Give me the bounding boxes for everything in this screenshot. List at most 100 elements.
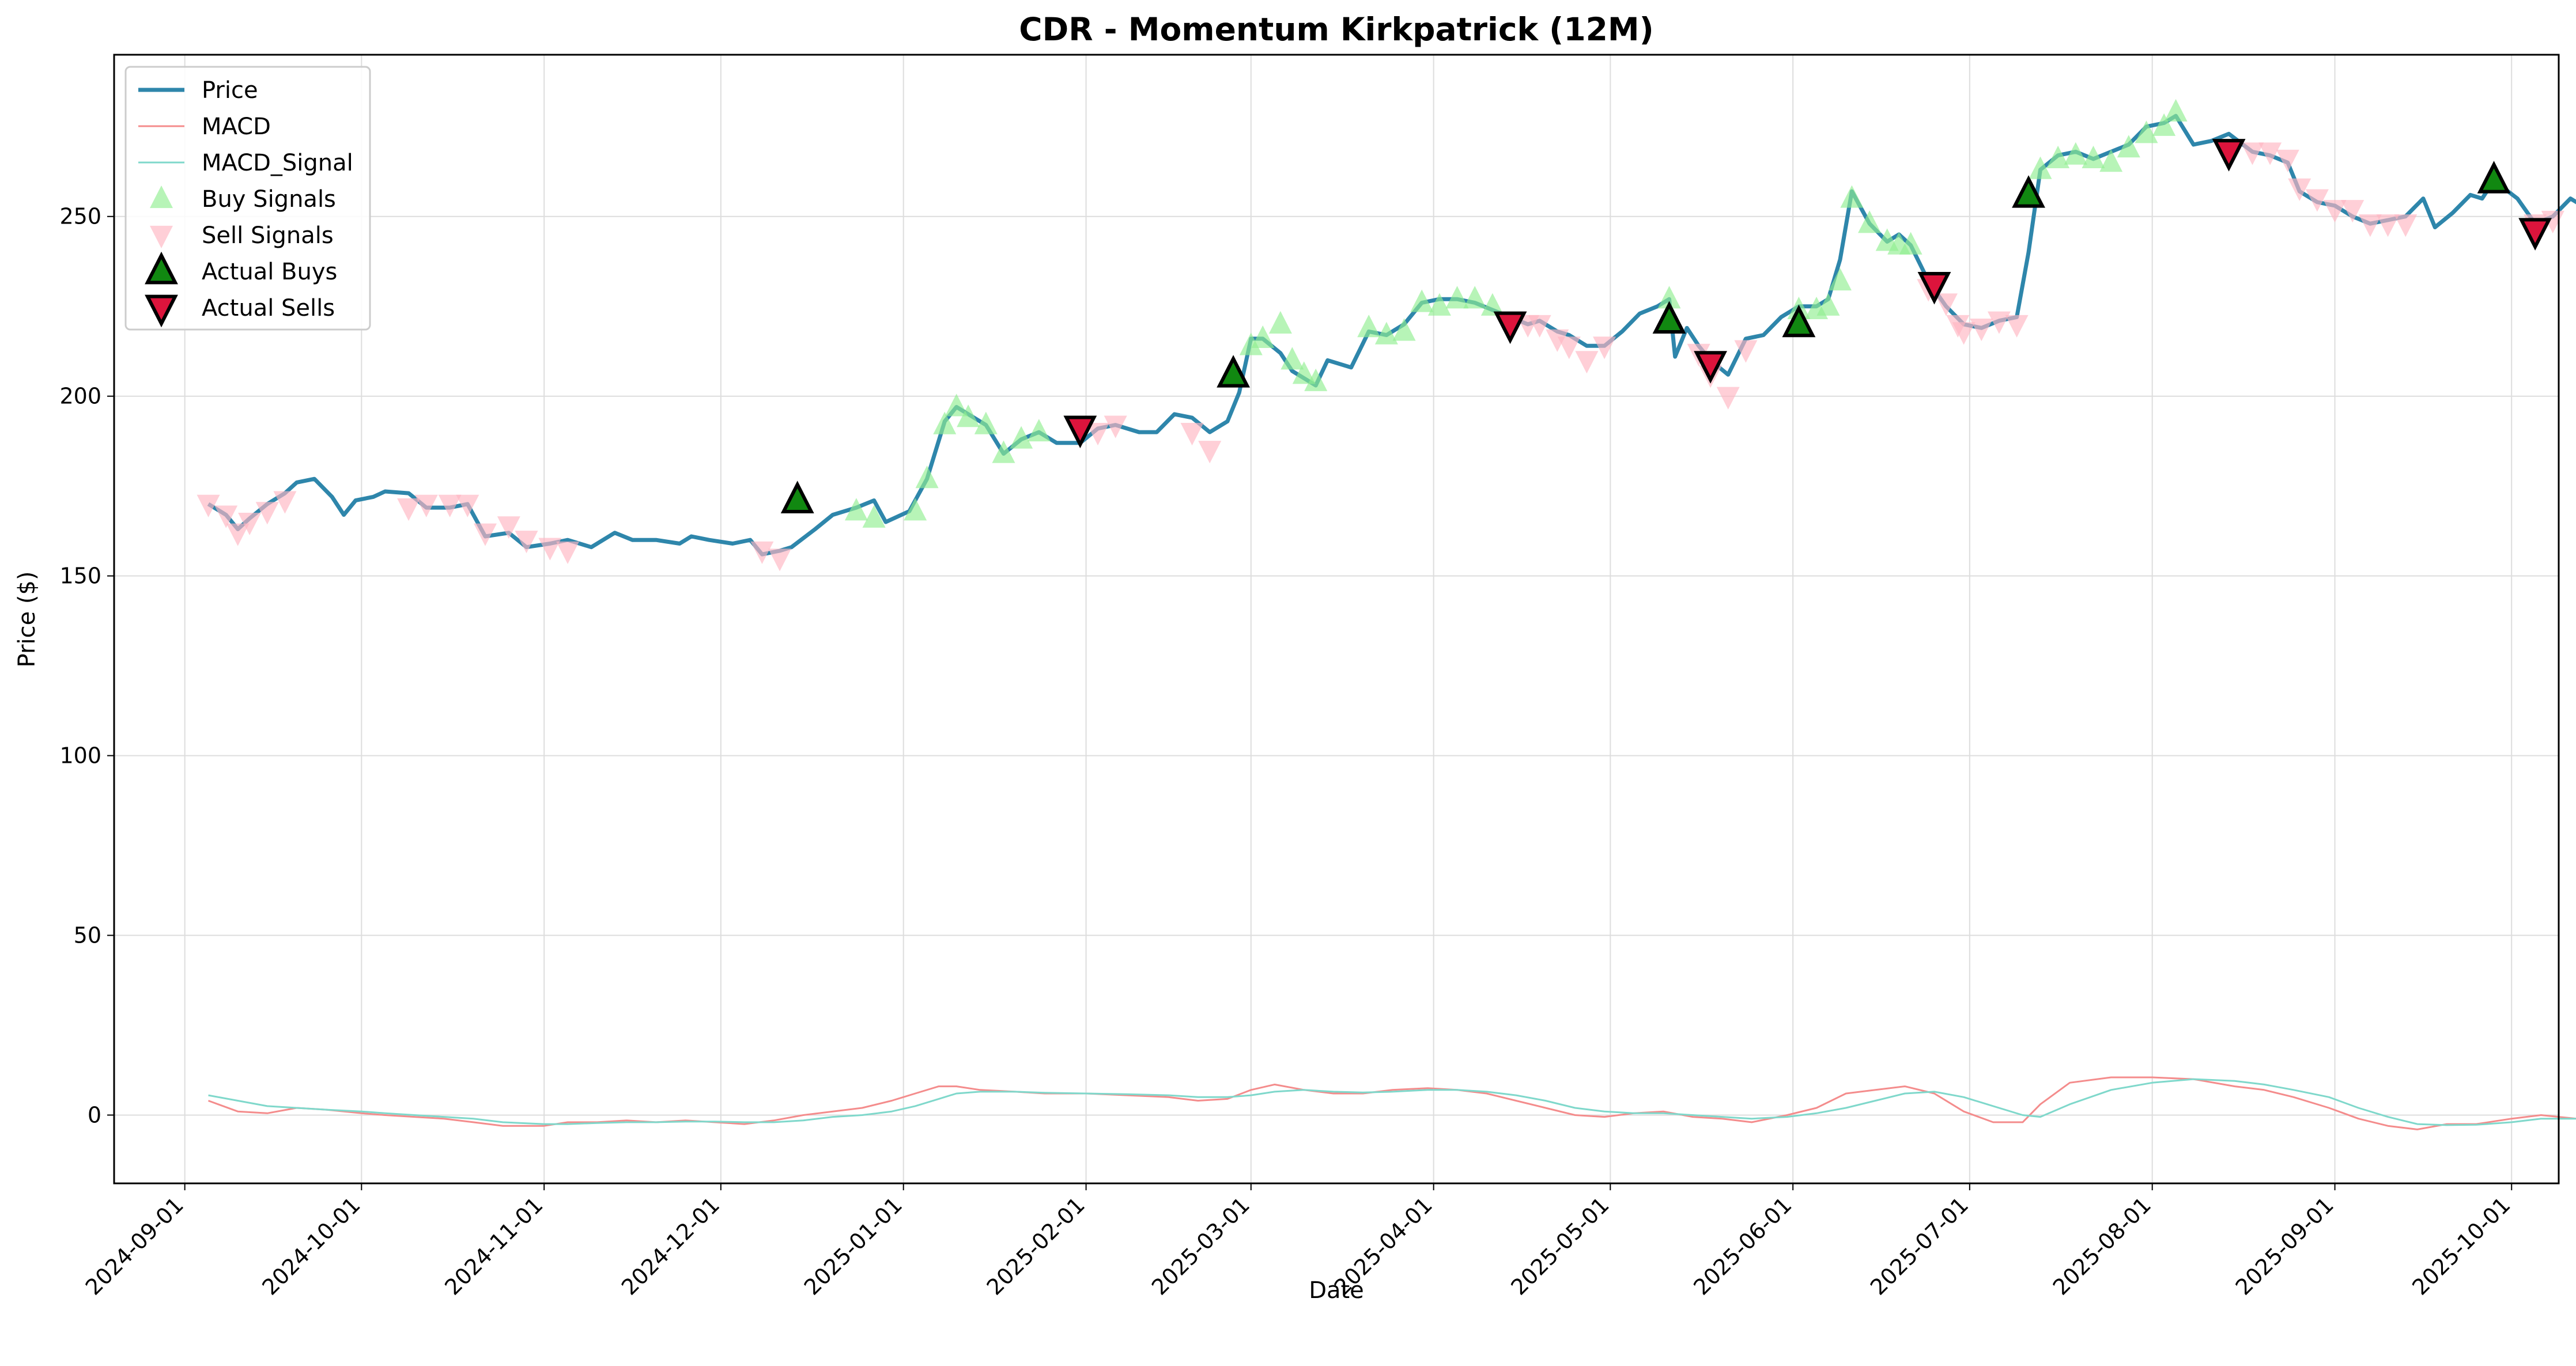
y-tick-label: 0: [88, 1102, 101, 1127]
sell-signal-marker: [214, 505, 238, 528]
sell-signal-marker: [1546, 329, 1569, 352]
sell-signal-marker: [768, 548, 792, 572]
sell-signal-marker: [1952, 322, 1976, 345]
actual-sell-marker: [1694, 351, 1727, 384]
legend-macd-signal-label: MACD_Signal: [202, 150, 353, 176]
buy-signal-marker: [1899, 232, 1922, 255]
sell-signal-marker: [2358, 214, 2382, 237]
buy-signal-marker: [915, 466, 939, 489]
actual-sell-marker: [2212, 139, 2246, 172]
buy-signal-marker: [2135, 120, 2158, 143]
sell-signal-marker: [2241, 142, 2264, 165]
buy-signal-marker: [1657, 286, 1681, 309]
marker-layer: [197, 99, 2564, 572]
macd-signal-line: [208, 1078, 2576, 1126]
sell-signal-marker: [456, 494, 479, 517]
sell-signal-marker: [397, 498, 421, 521]
legend-actual-buys-label: Actual Buys: [202, 259, 337, 285]
buy-signal-marker: [933, 411, 957, 434]
buy-signal-marker: [1445, 286, 1469, 309]
sell-signal-marker: [2394, 214, 2418, 237]
buy-signal-marker: [2152, 113, 2176, 136]
plot-frame: [114, 55, 2559, 1183]
buy-signal-marker: [1840, 185, 1864, 208]
legend-macd-signal: MACD_Signal: [138, 150, 353, 176]
legend: Price MACD MACD_Signal Buy Signals Sell Sign…: [124, 66, 371, 331]
sell-signal-marker: [238, 512, 262, 536]
sell-signal-marker: [1934, 293, 1958, 316]
actual-buy-marker: [1652, 301, 1686, 334]
x-axis-label: Date: [1309, 1277, 1364, 1304]
plot-area: [113, 54, 2576, 1185]
sell-signal-marker: [438, 494, 462, 517]
grid-layer: [114, 55, 2559, 1183]
chart-title: CDR - Momentum Kirkpatrick (12M): [1019, 11, 1653, 48]
buy-signal-marker: [1251, 325, 1275, 348]
actual-buy-marker: [1217, 355, 1251, 388]
buy-signal-marker: [1427, 293, 1451, 316]
buy-signal-marker: [1392, 318, 1416, 341]
legend-price: Price: [138, 77, 258, 104]
sell-signal-marker: [255, 502, 279, 525]
legend-actual-buys: Actual Buys: [145, 251, 337, 285]
sell-signal-marker: [1734, 340, 1758, 363]
buy-signal-marker: [1480, 293, 1504, 316]
legend-sell-signals-label: Sell Signals: [202, 222, 334, 249]
buy-signal-marker: [2164, 99, 2188, 122]
legend-actual-sells: Actual Sells: [145, 294, 335, 328]
buy-signal-marker: [945, 393, 968, 417]
buy-signal-marker: [1239, 332, 1263, 355]
sell-signal-marker: [1104, 415, 1127, 438]
y-tick-label: 50: [74, 923, 101, 948]
plot-border: [113, 54, 2560, 1185]
y-tick-label: 150: [59, 563, 101, 589]
sell-signal-marker: [2288, 178, 2311, 201]
sell-signal-marker: [273, 491, 297, 514]
sell-signal-marker: [497, 516, 520, 539]
legend-box: [124, 66, 371, 331]
legend-actual-sells-label: Actual Sells: [202, 295, 335, 321]
buy-signal-marker: [2099, 149, 2123, 172]
buy-signal-marker: [1410, 289, 1434, 312]
buy-signal-marker: [974, 411, 998, 434]
actual-sell-marker: [2518, 218, 2552, 251]
buy-signal-marker: [1828, 268, 1852, 291]
buy-signal-marker: [1268, 311, 1292, 334]
actual-buy-marker: [2012, 175, 2045, 208]
buy-signal-marker: [2064, 142, 2087, 165]
sell-signal-marker: [1557, 336, 1581, 360]
sell-signal-marker: [2323, 200, 2347, 223]
legend-macd-label: MACD: [202, 113, 271, 140]
legend-macd: MACD: [138, 113, 271, 140]
buy-signal-marker: [862, 505, 886, 528]
y-tick-label: 100: [59, 743, 101, 769]
legend-actual-sells-swatch: [145, 294, 178, 328]
actual-sell-marker: [1063, 415, 1097, 449]
sell-signal-marker: [1180, 422, 1204, 446]
sell-signal-marker: [515, 531, 538, 554]
buy-signal-marker: [2046, 145, 2070, 169]
actual-buy-marker: [1782, 304, 1816, 338]
sell-signal-marker: [1716, 387, 1740, 410]
sell-signal-marker: [1593, 336, 1616, 360]
sell-signal-marker: [473, 523, 497, 546]
sell-signal-marker: [2341, 200, 2365, 223]
buy-signal-marker: [1304, 368, 1328, 391]
buy-signal-marker: [1357, 315, 1381, 338]
sell-signal-marker: [1575, 351, 1599, 374]
sell-signal-marker: [1987, 311, 2011, 334]
sell-signal-marker: [197, 494, 220, 517]
sell-signal-marker: [1086, 422, 1110, 446]
actual-sell-marker: [1917, 271, 1951, 305]
sell-signal-marker: [226, 523, 250, 546]
sell-signal-marker: [538, 538, 562, 561]
y-axis-label: Price ($): [14, 572, 40, 668]
sell-signal-marker: [1528, 315, 1551, 338]
sell-signal-marker: [1970, 319, 1993, 342]
y-tick-label: 200: [59, 384, 101, 409]
buy-signal-marker: [957, 404, 980, 427]
legend-price-label: Price: [202, 77, 258, 104]
buy-signal-marker: [1816, 293, 1840, 316]
actual-buy-marker: [2477, 161, 2511, 194]
